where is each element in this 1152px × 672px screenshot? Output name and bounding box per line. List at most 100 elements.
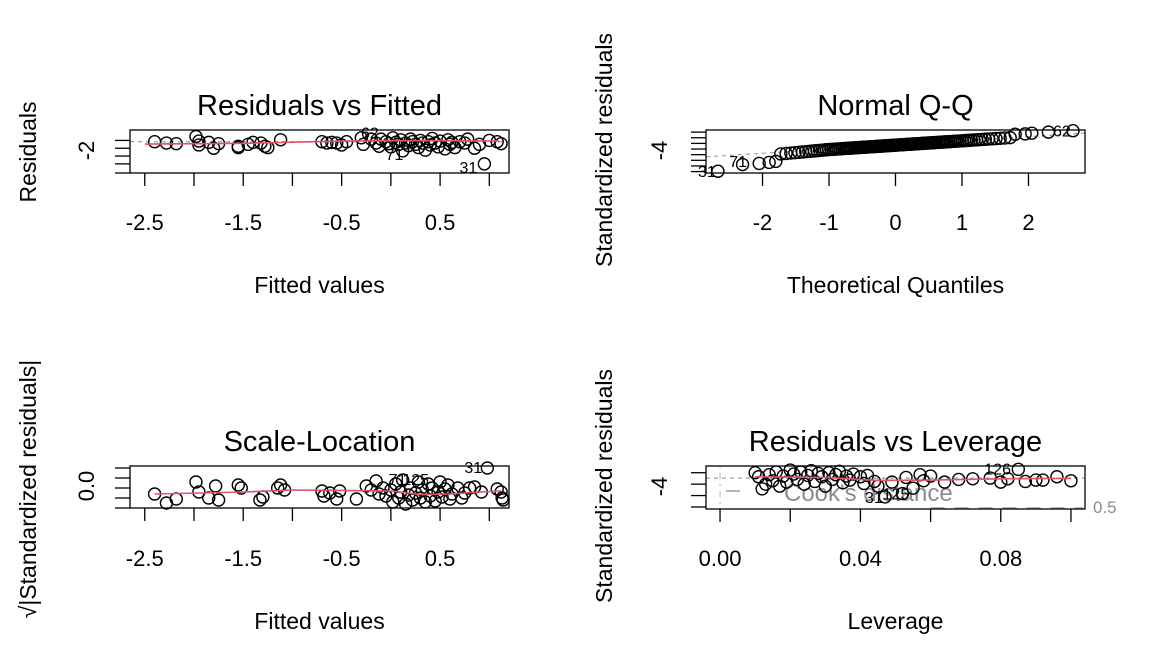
resid-leverage-point [994,475,1008,489]
resid-leverage-point [846,467,861,481]
resid-leverage-point [811,466,825,481]
resid-fitted-smooth-line [144,139,500,145]
resid-leverage-point [906,481,920,495]
normal-qq-point-label: 71 [729,154,747,171]
resid-leverage-x-axis-label: Leverage [848,608,944,634]
resid-leverage-point-label: 125 [883,487,910,504]
scale-location-point [192,485,206,499]
resid-fitted-x-axis-label: Fitted values [254,272,384,298]
resid-fitted-x-tick-label: -0.5 [323,210,361,235]
resid-leverage-x-tick-label: 0.08 [979,546,1022,571]
resid-leverage-point [818,479,833,493]
scale-location-point [490,482,504,496]
scale-location-point [433,475,447,489]
resid-leverage-point [1036,473,1050,487]
resid-leverage-point [758,477,773,491]
scale-location-point [480,461,495,475]
resid-leverage-point [899,470,913,485]
normal-qq-x-tick-label: 1 [956,210,968,235]
resid-leverage-point [822,466,836,480]
resid-leverage-point [923,469,938,483]
normal-qq-point [989,131,1003,146]
scale-location-x-tick-label: -2.5 [126,546,164,571]
scale-location-title: Scale-Location [224,426,416,458]
normal-qq-title: Normal Q-Q [817,90,973,122]
normal-qq-x-tick-label: -1 [819,210,839,235]
resid-fitted-plot-frame [129,129,510,174]
normal-qq-x-tick-label: -2 [753,210,773,235]
normal-qq-x-tick-label: 0 [889,210,901,235]
normal-qq-point [762,155,776,170]
resid-fitted-point [159,136,174,150]
resid-leverage-point [748,466,762,480]
scale-location-point [169,492,183,506]
scale-location-point [428,494,442,508]
normal-qq-point [1066,124,1080,138]
normal-qq-point [711,164,725,178]
scale-location-point [234,481,248,495]
scale-location-point [395,473,410,487]
resid-fitted-point-label: 71 [386,147,404,164]
normal-qq-point [788,145,802,160]
normal-qq-y-axis-label: Standardized residuals [591,33,617,267]
resid-leverage-x-tick-label: 0.04 [839,546,882,571]
scale-location-point-label: 125 [402,472,429,489]
scale-location-x-tick-label: -1.5 [224,546,262,571]
scale-location-point-label: 31 [464,460,482,477]
normal-qq-point [769,154,783,169]
scale-location-point [208,479,223,493]
scale-location-point [462,481,477,495]
resid-fitted-y-tick-label: -2 [74,141,99,161]
normal-qq-point [993,131,1007,145]
resid-leverage-x-tick-label: 0.00 [699,546,742,571]
resid-leverage-plot-frame [705,465,1086,510]
resid-leverage-point [937,475,952,489]
scale-location-point [376,481,390,495]
resid-fitted-point [453,135,467,149]
resid-fitted-point [192,138,206,152]
normal-qq-point [774,147,788,161]
resid-leverage-point [836,476,850,490]
scale-location-point [256,490,270,504]
scale-location-point [413,491,428,505]
resid-leverage-point [839,469,854,483]
resid-leverage-point-label: 31 [865,490,883,507]
resid-fitted-point-label: 31 [459,160,477,177]
resid-leverage-point [853,470,868,484]
resid-fitted-point [261,140,275,155]
scale-location-point [270,481,285,495]
scale-location-plot-frame [129,465,510,509]
resid-fitted-x-tick-label: -1.5 [224,210,262,235]
normal-qq-point [985,132,999,146]
resid-fitted-point [460,132,475,146]
scale-location-point [411,475,426,489]
normal-qq-plot-frame [705,129,1086,174]
scale-location-point [369,474,383,488]
resid-fitted-point [354,131,369,145]
resid-fitted-point [477,157,492,171]
resid-leverage-point [829,468,843,482]
resid-leverage-point [1050,470,1064,484]
resid-leverage-point [797,477,811,491]
normal-qq-point [735,157,750,172]
resid-fitted-x-tick-label: -2.5 [126,210,164,235]
scale-location-point [349,492,364,506]
resid-leverage-point [783,463,797,477]
normal-qq-point [779,146,793,161]
resid-fitted-point [401,138,416,153]
resid-leverage-point [885,475,899,489]
scale-location-point [398,497,413,511]
normal-qq-point [1008,127,1022,141]
resid-fitted-point [273,133,288,147]
resid-leverage-point [780,475,794,489]
scale-location-x-tick-label: 0.5 [425,546,456,571]
scale-location-point [253,493,267,507]
normal-qq-point [1025,126,1039,140]
normal-qq-point [1018,127,1032,141]
resid-leverage-y-tick-label: -4 [647,477,672,497]
scale-location-point [435,490,449,504]
scale-location-point [231,478,245,492]
scale-location-point [189,475,203,489]
resid-fitted-point [320,136,334,150]
